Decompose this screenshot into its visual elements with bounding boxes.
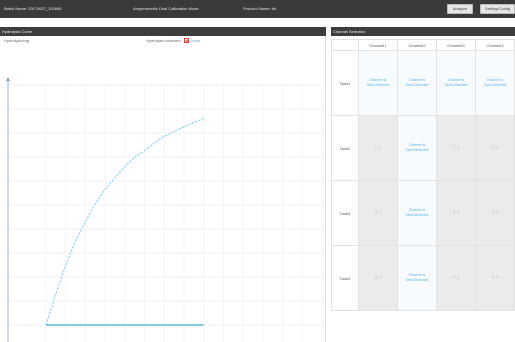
legend-checkbox[interactable] [183, 38, 189, 43]
channel-cell[interactable]: 2-1 [357, 115, 398, 181]
column-header: Channel4 [474, 39, 515, 51]
channel-panel-title: Channel Selection [331, 27, 515, 36]
row-label: Tank4 [331, 245, 359, 311]
channel-cell[interactable]: Channel is Tank3Selected [396, 180, 437, 246]
channel-cell[interactable]: 3-3 [435, 180, 476, 246]
column-header: Channel3 [435, 39, 476, 51]
chart-series [45, 118, 204, 326]
channel-row: Tank4 4-1 Channel is Tank4Selected 4-3 4… [331, 245, 515, 311]
channel-cell[interactable]: Channel is Tank1Selected [474, 50, 515, 116]
chart-legend: Hydrolysis selected: None [146, 38, 200, 43]
chart-axes [6, 77, 10, 342]
top-bar: Batch Name: 20170627_102846 Amperometric… [0, 0, 515, 18]
channel-cell[interactable]: 2-4 [474, 115, 515, 181]
channel-cell[interactable]: Channel is Tank1Selected [396, 50, 437, 116]
chart-panel: Hydrolysis Curve Hydrolysis/mg Hydrolysi… [0, 27, 326, 342]
legend-label: Hydrolysis selected: [146, 38, 182, 43]
y-axis-label: Hydrolysis/mg [4, 38, 30, 43]
y-axis-arrow [6, 77, 10, 81]
settings-button[interactable]: Setting/Config [480, 4, 515, 14]
channel-panel: Channel Selection Channel1 Channel2 Chan… [331, 27, 515, 342]
channel-cell[interactable]: Channel is Tank1Selected [435, 50, 476, 116]
corner-cell [331, 39, 359, 51]
channel-cell[interactable]: 2-3 [435, 115, 476, 181]
mode-label: Amperometric Dual Calibration Mode [133, 6, 199, 11]
column-header: Channel2 [396, 39, 437, 51]
channel-cell[interactable]: 4-3 [435, 245, 476, 311]
channel-cell[interactable]: 4-1 [357, 245, 398, 311]
channel-cell[interactable]: 3-4 [474, 180, 515, 246]
channel-cell[interactable]: 4-4 [474, 245, 515, 311]
column-header: Channel1 [357, 39, 398, 51]
batch-name: Batch Name: 20170627_102846 [4, 6, 62, 11]
protocol-name: Protocol Name: ## [243, 6, 277, 11]
chart-panel-title: Hydrolysis Curve [0, 27, 326, 36]
channel-cell[interactable]: Channel is Tank1Selected [357, 50, 398, 116]
legend-link[interactable]: None [190, 38, 201, 43]
channel-cell[interactable]: Channel is Tank4Selected [396, 245, 437, 311]
analyze-button[interactable]: Analyze [447, 4, 473, 14]
channel-cell[interactable]: Channel is Tank2Selected [396, 115, 437, 181]
channel-row: Tank3 3-1 Channel is Tank3Selected 3-3 3… [331, 180, 515, 246]
chart-grid [8, 84, 323, 342]
hydrolysis-curve [45, 118, 204, 326]
row-label: Tank2 [331, 115, 359, 181]
channel-header-row: Channel1 Channel2 Channel3 Channel4 [331, 39, 515, 51]
row-label: Tank3 [331, 180, 359, 246]
channel-row: Tank1 Channel is Tank1Selected Channel i… [331, 50, 515, 116]
hydrolysis-chart[interactable] [0, 27, 326, 342]
channel-row: Tank2 2-1 Channel is Tank2Selected 2-3 2… [331, 115, 515, 181]
channel-grid: Channel1 Channel2 Channel3 Channel4 Tank… [331, 39, 515, 311]
row-label: Tank1 [331, 50, 359, 116]
channel-cell[interactable]: 3-1 [357, 180, 398, 246]
